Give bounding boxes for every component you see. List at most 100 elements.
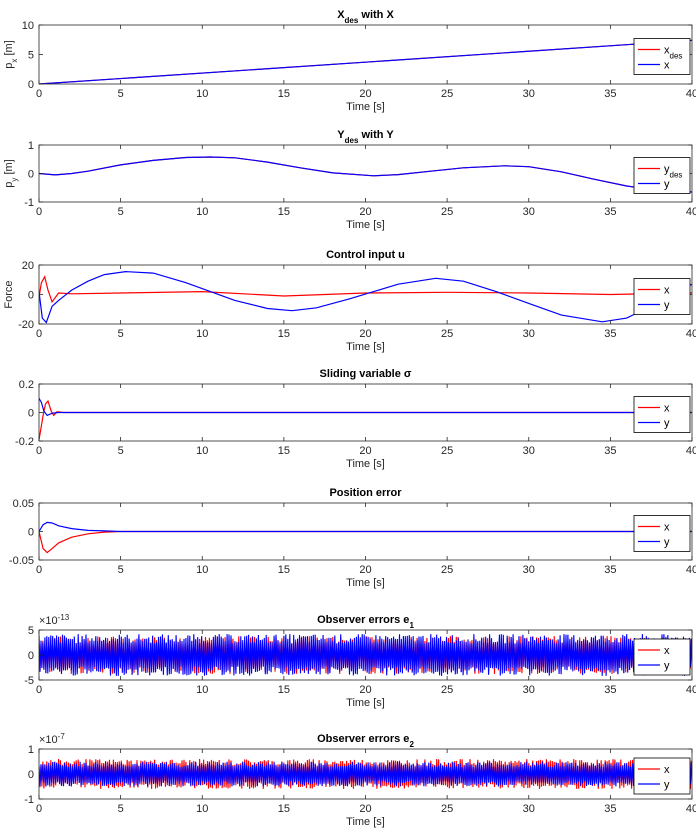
x-tick-label: 15: [278, 564, 290, 576]
x-axis-label: Time [s]: [346, 697, 385, 709]
series-line-y: [39, 521, 692, 533]
x-tick-label: 5: [118, 206, 124, 218]
x-tick-label: 30: [523, 803, 535, 815]
y-tick-label: 0.2: [19, 379, 34, 391]
y-tick-label: 5: [28, 625, 34, 637]
legend-label-x: x: [664, 764, 670, 776]
y-tick-label: -20: [18, 319, 34, 331]
series-line-y: [39, 156, 692, 193]
x-tick-label: 25: [441, 803, 453, 815]
x-tick-label: 10: [196, 88, 208, 100]
y-tick-label: 10: [22, 20, 34, 32]
legend-box: [633, 396, 691, 433]
legend-box: [633, 638, 691, 676]
y-tick-label: 0.05: [13, 498, 34, 510]
legend-label-y: y: [664, 418, 670, 430]
x-tick-label: 5: [118, 684, 124, 696]
x-tick-label: 20: [359, 328, 371, 340]
x-tick-label: 5: [118, 803, 124, 815]
x-tick-label: 0: [36, 564, 42, 576]
legend: xy: [633, 396, 691, 433]
series-line-x: [39, 275, 692, 304]
x-tick-label: 5: [118, 328, 124, 340]
y-tick-label: 1: [28, 744, 34, 756]
y-tick-label: -0.2: [15, 436, 34, 448]
x-axis-label: Time [s]: [346, 577, 385, 589]
legend-box: [633, 515, 691, 552]
x-tick-label: 30: [523, 564, 535, 576]
x-axis-label: Time [s]: [346, 341, 385, 353]
legend-box: [633, 38, 691, 75]
y-tick-label: 0: [28, 79, 34, 91]
x-tick-label: 35: [604, 88, 616, 100]
x-tick-label: 10: [196, 206, 208, 218]
y-axis-label: py [m]: [3, 159, 19, 187]
x-tick-label: 25: [441, 564, 453, 576]
axis-exponent: ×10-13: [39, 613, 70, 628]
x-tick-label: 15: [278, 206, 290, 218]
y-tick-label: 0: [28, 527, 34, 539]
y-tick-label: -1: [24, 197, 34, 209]
y-tick-label: 0: [28, 290, 34, 302]
x-tick-label: 35: [604, 564, 616, 576]
x-tick-label: 20: [359, 445, 371, 457]
x-tick-label: 30: [523, 328, 535, 340]
legend: xy: [633, 638, 691, 676]
x-tick-label: 15: [278, 684, 290, 696]
x-tick-label: 35: [604, 445, 616, 457]
series-line-x: [39, 530, 692, 554]
legend-label-y: y: [664, 779, 670, 791]
legend-label-x: x: [664, 403, 670, 415]
legend-box: [633, 157, 691, 194]
x-tick-label: 0: [36, 803, 42, 815]
x-tick-label: 10: [196, 564, 208, 576]
x-tick-label: 15: [278, 445, 290, 457]
y-tick-label: 0: [28, 650, 34, 662]
chart-panel-4: Sliding variable σ0 5 10 15 20 25 30 35 40-0.200…: [15, 368, 696, 470]
legend: xy: [633, 757, 691, 795]
legend-label-x: x: [664, 285, 670, 297]
legend-label-y: y: [664, 660, 670, 672]
x-tick-label: 40: [686, 803, 696, 815]
series-line-x: [39, 399, 692, 440]
legend-label-y: y: [664, 300, 670, 312]
y-tick-label: 0: [28, 769, 34, 781]
series-line-y: [39, 398, 692, 417]
legend-box: [633, 757, 691, 795]
chart-title: Ydes with Y: [337, 129, 394, 145]
x-tick-label: 35: [604, 328, 616, 340]
x-tick-label: 0: [36, 445, 42, 457]
x-axis-label: Time [s]: [346, 458, 385, 470]
x-tick-label: 20: [359, 564, 371, 576]
x-axis-label: Time [s]: [346, 219, 385, 231]
y-tick-label: -5: [24, 675, 34, 687]
chart-title: Sliding variable σ: [320, 368, 412, 380]
x-tick-label: 40: [686, 564, 696, 576]
x-tick-label: 25: [441, 445, 453, 457]
x-tick-label: 15: [278, 88, 290, 100]
x-tick-label: 20: [359, 803, 371, 815]
x-axis-label: Time [s]: [346, 101, 385, 113]
chart-panel-1: Xdes with X 0 5 10 15 20 25 30 35 40 0 5 10 Time [s] p…: [3, 9, 696, 113]
x-tick-label: 20: [359, 684, 371, 696]
axes-box: [38, 24, 693, 85]
x-tick-label: 35: [604, 206, 616, 218]
axis-exponent: ×10-7: [39, 732, 65, 747]
y-tick-label: 5: [28, 50, 34, 62]
legend-label-y: ydes: [664, 164, 682, 180]
x-tick-label: 20: [359, 88, 371, 100]
x-tick-label: 15: [278, 803, 290, 815]
x-tick-label: 40: [686, 328, 696, 340]
x-tick-label: 0: [36, 88, 42, 100]
x-tick-label: 10: [196, 803, 208, 815]
chart-title: Observer errors e1: [317, 614, 414, 630]
x-tick-label: 0: [36, 206, 42, 218]
chart-title: Xdes with X: [337, 9, 394, 25]
y-tick-label: 20: [22, 260, 34, 272]
series-line-y: [39, 270, 692, 324]
x-tick-label: 5: [118, 564, 124, 576]
legend-label-x: x: [664, 60, 670, 72]
